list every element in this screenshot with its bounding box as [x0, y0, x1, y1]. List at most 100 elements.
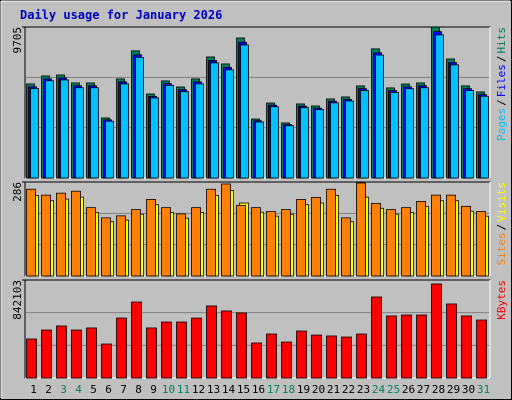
x-tick-label: 29: [447, 383, 460, 396]
x-tick-label: 18: [282, 383, 295, 396]
bar: [281, 209, 291, 277]
x-tick-label: 14: [222, 383, 236, 396]
bar: [105, 120, 114, 179]
legend: Sites/ Visits: [495, 182, 508, 266]
x-tick-label: 17: [267, 383, 280, 396]
bar: [390, 92, 399, 179]
bar: [221, 183, 231, 277]
bar: [71, 329, 82, 379]
bar: [116, 317, 127, 379]
bar: [150, 97, 159, 179]
bar: [420, 87, 429, 179]
x-tick-label: 26: [402, 383, 415, 396]
x-tick-label: 10: [162, 383, 175, 396]
legend-entry: Visits: [495, 182, 508, 222]
bar: [296, 330, 307, 379]
bar: [41, 329, 52, 379]
legend-entry: Pages: [495, 108, 508, 141]
x-tick-label: 19: [297, 383, 310, 396]
bar: [41, 194, 51, 277]
bar: [461, 315, 472, 379]
x-tick-label: 4: [75, 383, 82, 396]
bar: [311, 197, 321, 277]
bar: [341, 217, 351, 277]
bar: [401, 207, 411, 277]
bar: [131, 301, 142, 379]
bar: [56, 192, 66, 277]
bar: [446, 194, 456, 277]
x-tick-label: 27: [417, 383, 430, 396]
x-tick-label: 24: [372, 383, 386, 396]
x-tick-label: 20: [312, 383, 325, 396]
bar: [176, 213, 186, 277]
x-tick-label: 6: [105, 383, 112, 396]
x-tick-label: 7: [120, 383, 127, 396]
bar: [360, 90, 369, 179]
bar: [146, 199, 156, 277]
bar: [75, 87, 84, 179]
bar: [356, 182, 366, 277]
y-tick-label: 286: [11, 182, 24, 202]
x-tick-label: 9: [150, 383, 157, 396]
bar: [255, 121, 264, 179]
x-tick-label: 28: [432, 383, 445, 396]
bar: [371, 202, 381, 277]
bar: [446, 303, 457, 379]
y-tick-label: 842103: [11, 280, 24, 320]
legend: KBytes: [495, 280, 508, 320]
bar: [251, 342, 262, 379]
bar: [26, 338, 37, 379]
bar: [296, 199, 306, 277]
bar: [221, 310, 232, 379]
bar: [101, 217, 111, 277]
bar: [435, 34, 444, 179]
bar: [450, 64, 459, 179]
bar: [311, 334, 322, 379]
bar: [341, 336, 352, 379]
x-tick-label: 8: [135, 383, 142, 396]
x-tick-label: 23: [357, 383, 370, 396]
bar: [266, 211, 276, 277]
bar: [120, 83, 129, 179]
bar: [476, 211, 486, 277]
bar: [135, 57, 144, 179]
y-tick-label: 9705: [11, 27, 24, 54]
chart-title: Daily usage for January 2026: [20, 8, 222, 22]
bar: [416, 314, 427, 379]
bar: [285, 125, 294, 179]
bar: [371, 296, 382, 379]
bar: [465, 90, 474, 179]
x-tick-label: 25: [387, 383, 400, 396]
bar: [386, 315, 397, 379]
bar: [101, 343, 112, 379]
bar: [431, 283, 442, 379]
bar: [60, 79, 69, 179]
x-tick-label: 5: [90, 383, 97, 396]
legend-separator: /: [495, 99, 508, 106]
bar: [416, 200, 426, 277]
legend-entry: Sites: [495, 232, 508, 265]
bar: [30, 88, 39, 179]
bar: [326, 188, 336, 277]
bar: [161, 207, 171, 277]
bar: [476, 319, 487, 379]
legend-entry: Hits: [495, 27, 508, 54]
x-tick-label: 22: [342, 383, 355, 396]
bar: [236, 204, 246, 277]
bar: [405, 88, 414, 179]
x-tick-label: 3: [60, 383, 67, 396]
bar: [326, 335, 337, 379]
bar: [45, 80, 54, 179]
bar: [251, 207, 261, 277]
bar: [206, 188, 216, 277]
x-tick-label: 31: [477, 383, 490, 396]
bar: [191, 317, 202, 379]
legend: Pages/Files/Hits: [495, 27, 508, 141]
bar: [90, 87, 99, 179]
bar: [281, 341, 292, 379]
bar: [131, 209, 141, 277]
bar: [225, 69, 234, 179]
bar: [86, 327, 97, 379]
